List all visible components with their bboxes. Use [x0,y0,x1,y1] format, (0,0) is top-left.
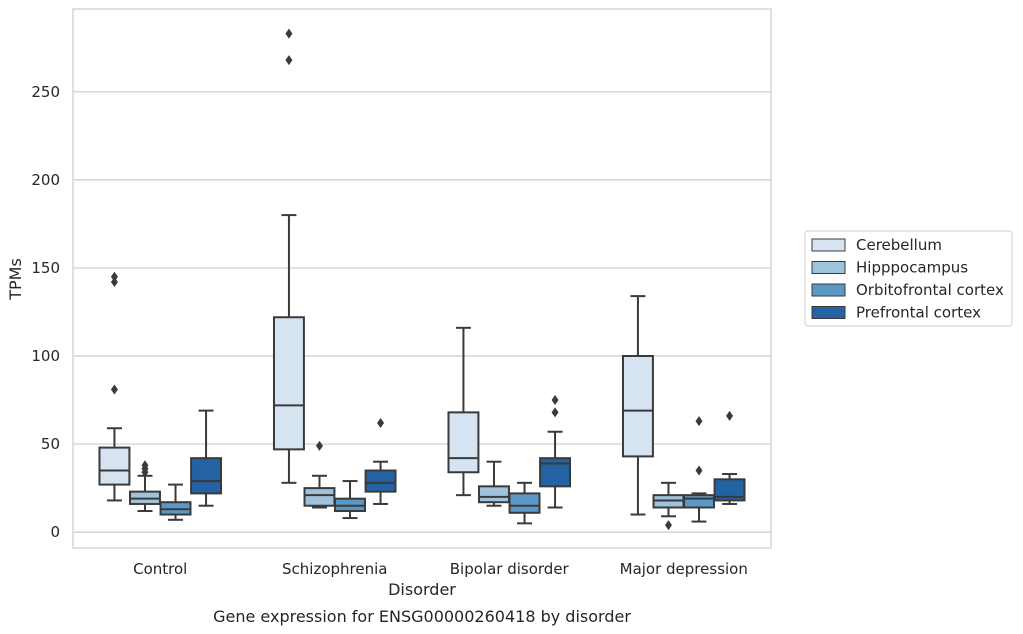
y-tick-label: 50 [41,435,60,453]
y-tick-label: 200 [31,171,60,189]
outlier-point [664,520,672,531]
x-axis-title: Disorder [388,580,456,599]
outlier-point [285,55,293,66]
box-cerebellum [98,271,131,502]
iqr-box [713,478,746,502]
y-tick-label: 150 [31,259,60,277]
legend-label: Cerebellum [856,236,942,254]
iqr-box [272,316,305,451]
outlier-point [110,277,118,288]
y-tick-label: 100 [31,347,60,365]
plot-area-frame [72,8,772,549]
legend-swatch [811,283,846,297]
legend-label: Hipppocampus [856,259,968,277]
iqr-box [98,446,131,486]
outlier-point [315,440,323,451]
y-tick-label: 250 [31,83,60,101]
outlier-point [551,407,559,418]
outlier-point [377,417,385,428]
x-tick-label: Control [133,560,187,578]
box-prefrontal-cortex [190,409,223,507]
iqr-box [303,487,336,507]
outlier-point [110,384,118,395]
y-tick-label: 0 [50,523,60,541]
box-cerebellum [621,295,654,516]
box-prefrontal-cortex [713,410,746,505]
legend-swatch [811,238,846,252]
iqr-box [364,469,397,493]
box-orbitofrontal-cortex [508,481,541,525]
outlier-point [551,395,559,406]
box-cerebellum [447,326,480,497]
legend-swatch [811,261,846,274]
box-prefrontal-cortex [364,417,397,505]
gridlines [73,91,771,533]
iqr-box [539,457,572,488]
legend-swatch [811,306,846,319]
box-prefrontal-cortex [539,395,572,509]
legend-label: Orbitofrontal cortex [856,281,1004,299]
chart-caption: Gene expression for ENSG00000260418 by d… [213,607,631,626]
outlier-point [110,271,118,282]
y-tick-labels: 0 50 100 150 200 250 [31,83,60,541]
iqr-box [621,355,654,458]
boxes [98,28,746,531]
outlier-point [285,28,293,39]
x-tick-label: Schizophrenia [282,560,387,578]
iqr-box [508,492,541,514]
outlier-point [726,410,734,421]
outlier-point [695,416,703,427]
outlier-point [695,465,703,476]
iqr-box [683,494,715,509]
box-cerebellum [272,28,305,484]
legend: Cerebellum Hipppocampus Orbitofrontal cort… [804,230,1013,327]
box-hipppocampus [129,460,161,513]
box-orbitofrontal-cortex [334,480,366,520]
outlier-point [141,460,149,471]
x-tick-label: Bipolar disorder [450,560,570,578]
iqr-box [190,457,223,495]
iqr-box [447,411,480,474]
box-hipppocampus [303,440,336,509]
iqr-box [478,485,510,504]
legend-frame [804,230,1013,327]
y-axis-title: TPMs [6,258,25,301]
box-orbitofrontal-cortex [159,483,192,521]
x-tick-labels: Control Schizophrenia Bipolar disorder Majo… [133,560,748,578]
legend-label: Prefrontal cortex [856,304,981,322]
x-tick-label: Major depression [620,560,748,578]
